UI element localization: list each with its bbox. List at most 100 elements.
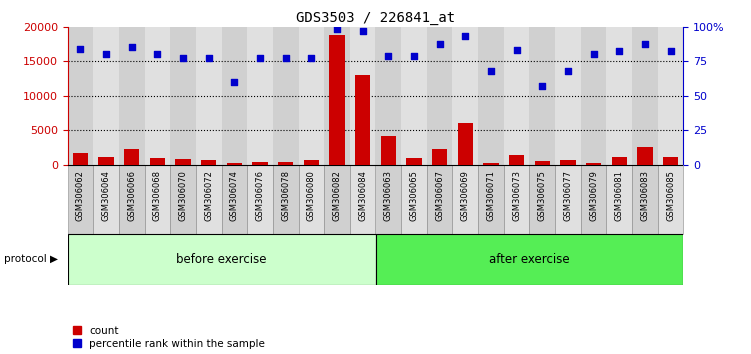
Bar [401,27,427,165]
Bar [658,27,683,165]
Point [460,33,472,39]
Bar [376,27,401,165]
Point [203,56,215,61]
Point [100,51,112,57]
Point [125,45,137,50]
Bar [196,27,222,165]
Bar [68,165,93,234]
Bar [658,165,683,234]
Bar [124,149,140,165]
Bar [478,165,504,234]
Bar [478,27,504,165]
Point [433,42,445,47]
Point [254,56,266,61]
Point [331,27,343,32]
Bar [529,27,555,165]
Bar [427,27,452,165]
Bar [355,75,370,165]
Bar [176,159,191,165]
Bar [273,27,298,165]
Text: GSM306073: GSM306073 [512,170,521,221]
Bar [509,155,524,165]
Point [639,42,651,47]
Bar [68,27,93,165]
Text: GSM306062: GSM306062 [76,170,85,221]
Bar [73,153,88,165]
Bar [586,163,602,165]
Bar [93,27,119,165]
Bar [663,157,678,165]
Bar [119,165,144,234]
Bar [381,136,396,165]
Bar [119,27,144,165]
Point [587,51,599,57]
Bar [606,27,632,165]
Bar [222,165,247,234]
Text: GSM306078: GSM306078 [281,170,290,221]
Point [485,68,497,74]
Point [382,53,394,58]
Point [408,53,420,58]
Bar [324,27,350,165]
Point [357,28,369,34]
Text: GSM306074: GSM306074 [230,170,239,221]
Text: protocol ▶: protocol ▶ [4,254,58,264]
Bar [350,27,376,165]
Bar [555,165,581,234]
Bar [606,165,632,234]
Point [562,68,574,74]
Text: GSM306084: GSM306084 [358,170,367,221]
Text: GSM306082: GSM306082 [333,170,342,221]
Bar [376,234,683,285]
Bar [144,165,170,234]
Bar [432,149,448,165]
Text: GSM306085: GSM306085 [666,170,675,221]
Bar [401,165,427,234]
Text: GSM306069: GSM306069 [461,170,470,221]
Bar [227,162,242,165]
Bar [611,157,627,165]
Bar [149,158,165,165]
Text: GSM306079: GSM306079 [589,170,598,221]
Legend: count, percentile rank within the sample: count, percentile rank within the sample [73,326,265,349]
Bar [303,160,319,165]
Text: GSM306075: GSM306075 [538,170,547,221]
Bar [329,35,345,165]
Bar [452,165,478,234]
Bar [299,27,324,165]
Point [511,47,523,53]
Bar [632,165,658,234]
Bar [68,234,376,285]
Point [306,56,318,61]
Bar [170,165,196,234]
Bar [350,165,376,234]
Bar [529,165,555,234]
Text: GSM306070: GSM306070 [179,170,188,221]
Point [228,79,240,85]
Bar [93,165,119,234]
Text: GSM306065: GSM306065 [409,170,418,221]
Bar [278,162,294,165]
Bar [98,157,114,165]
Bar [324,165,350,234]
Text: GSM306081: GSM306081 [615,170,624,221]
Bar [299,165,324,234]
Bar [452,27,478,165]
Point [665,48,677,54]
Text: GSM306083: GSM306083 [641,170,650,221]
Bar [144,27,170,165]
Point [152,51,164,57]
Bar [581,27,607,165]
Point [177,56,189,61]
Bar [247,165,273,234]
Bar [252,162,267,165]
Bar [457,123,473,165]
Bar [504,165,529,234]
Text: GSM306071: GSM306071 [487,170,496,221]
Bar [376,165,401,234]
Text: GDS3503 / 226841_at: GDS3503 / 226841_at [296,11,455,25]
Text: GSM306077: GSM306077 [563,170,572,221]
Bar [196,165,222,234]
Text: GSM306076: GSM306076 [255,170,264,221]
Bar [560,160,576,165]
